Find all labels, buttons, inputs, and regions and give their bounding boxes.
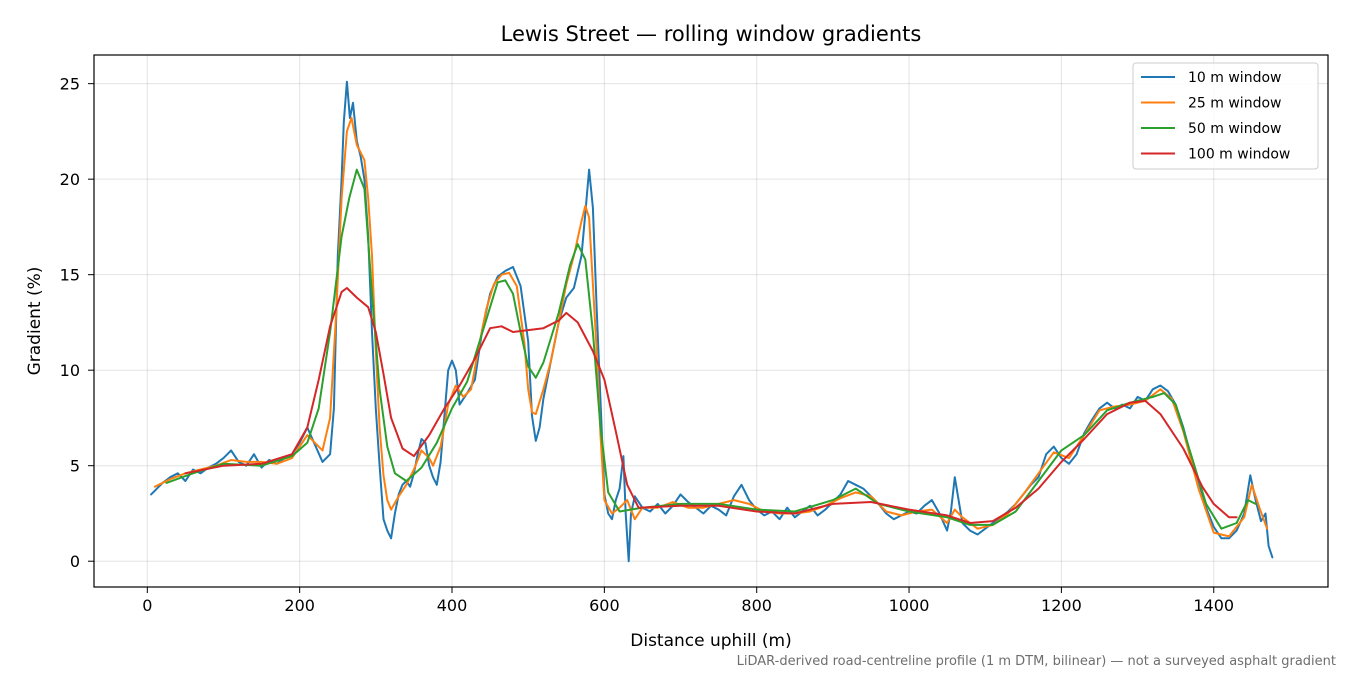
x-tick-label: 400 (437, 596, 468, 615)
chart-title: Lewis Street — rolling window gradients (501, 22, 922, 46)
y-tick-label: 10 (60, 361, 80, 380)
series-line-10-m-window (150, 80, 1274, 563)
plot-frame (93, 54, 1329, 588)
y-axis: 0 5 10 15 20 25 (60, 75, 94, 571)
y-tick-label: 20 (60, 170, 80, 189)
x-axis: 0 200 400 600 800 1000 1200 1400 (142, 587, 1234, 615)
x-tick-label: 0 (142, 596, 152, 615)
y-axis-label: Gradient (%) (25, 267, 45, 376)
series-line-50-m-window (165, 168, 1257, 530)
x-tick-label: 1200 (1041, 596, 1082, 615)
x-tick-label: 1400 (1193, 596, 1234, 615)
series-line-100-m-window (184, 287, 1238, 524)
legend-label-25-m-window: 25 m window (1188, 96, 1281, 112)
y-tick-label: 5 (70, 457, 80, 476)
legend-label-100-m-window: 100 m window (1188, 147, 1290, 163)
legend-box (1132, 62, 1319, 170)
legend-label-50-m-window: 50 m window (1188, 121, 1281, 137)
series-layer (150, 80, 1274, 563)
x-tick-label: 800 (741, 596, 772, 615)
legend-label-10-m-window: 10 m window (1188, 70, 1281, 86)
y-tick-label: 25 (60, 75, 80, 94)
y-tick-label: 0 (70, 552, 80, 571)
x-tick-label: 200 (284, 596, 315, 615)
legend: 10 m window 25 m window 50 m window 100 m w… (1132, 62, 1319, 170)
x-axis-label: Distance uphill (m) (630, 631, 791, 651)
x-tick-label: 600 (589, 596, 620, 615)
chart-footnote: LiDAR-derived road-centreline profile (1… (737, 654, 1336, 669)
x-tick-label: 1000 (889, 596, 930, 615)
y-tick-label: 15 (60, 266, 80, 285)
series-line-25-m-window (153, 117, 1269, 538)
